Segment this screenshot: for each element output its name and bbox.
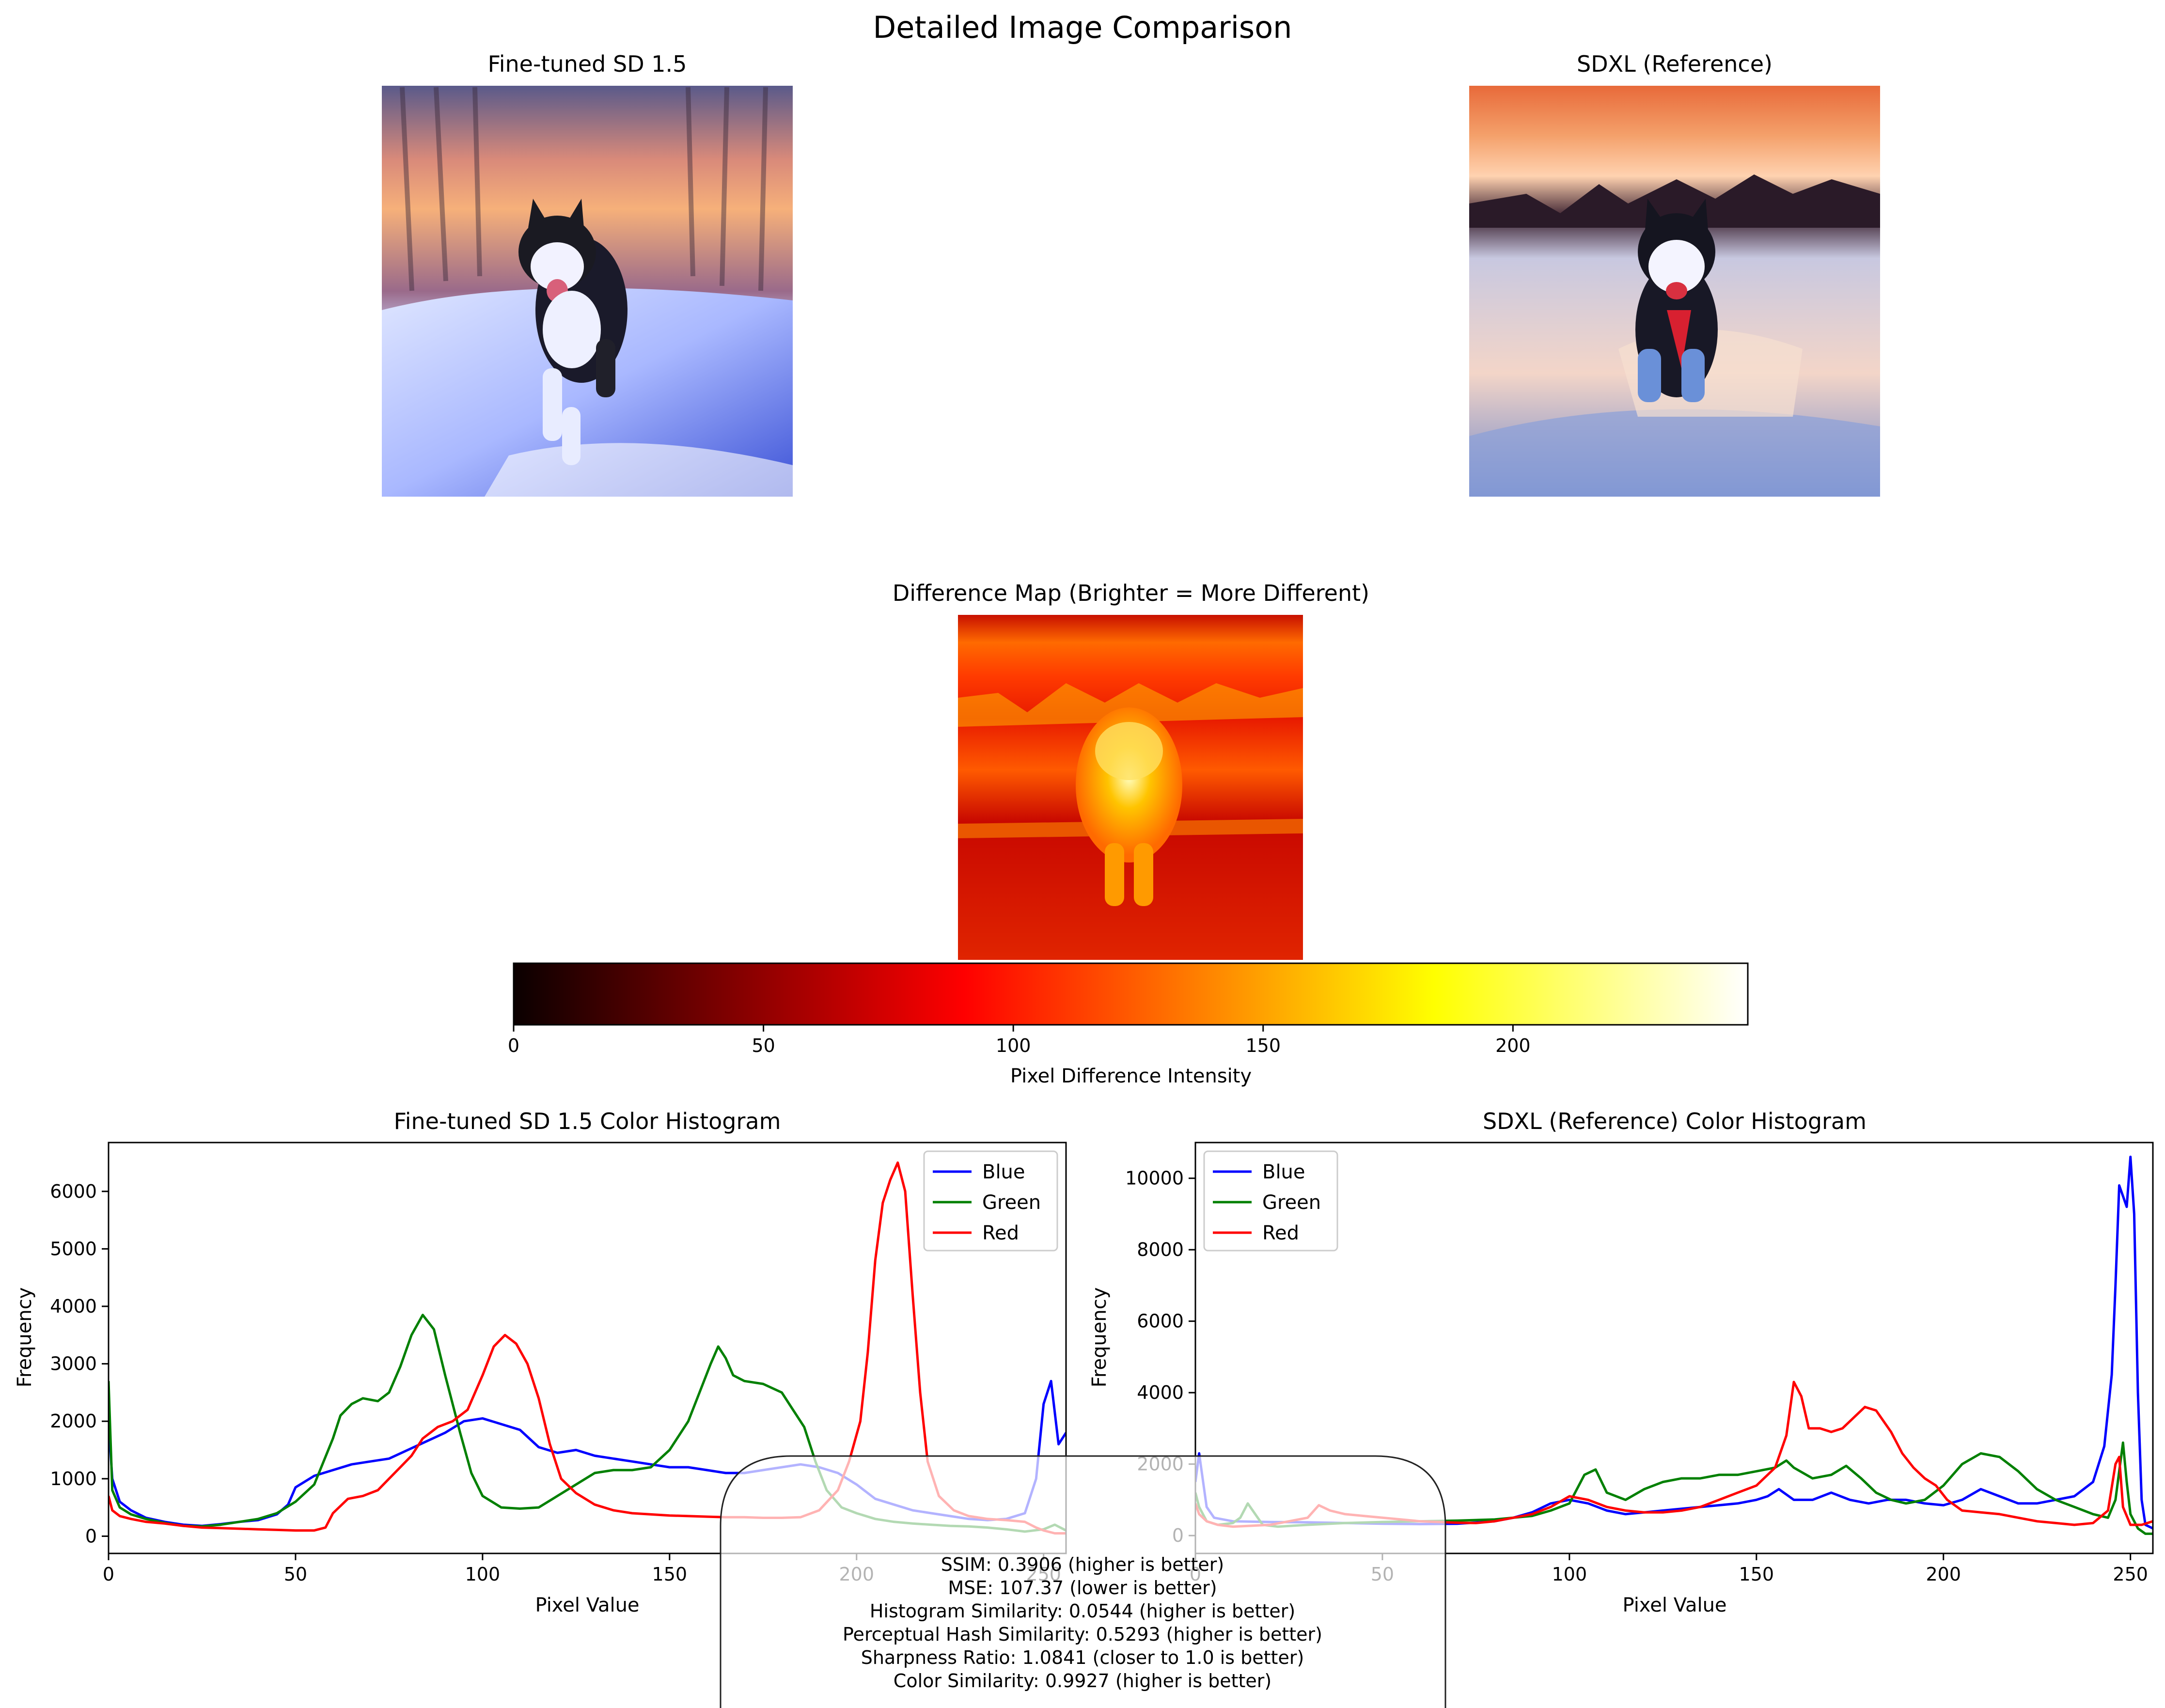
legend-box (923, 1150, 1058, 1252)
y-tick-label: 8000 (1137, 1239, 1184, 1260)
x-tick-label: 0 (103, 1564, 114, 1585)
colorbar-ticks: 0 50 100 150 200 (508, 1025, 1531, 1056)
histogram-fine-tuned-xlabel: Pixel Value (535, 1594, 639, 1616)
x-tick-label: 250 (2113, 1564, 2148, 1585)
x-tick-label: 50 (284, 1564, 307, 1585)
metric-line: SSIM: 0.3906 (higher is better) (941, 1554, 1224, 1575)
legend-label: Blue (1262, 1161, 1305, 1183)
histogram-sdxl-xlabel: Pixel Value (1622, 1594, 1726, 1616)
histogram-sdxl-ylabel: Frequency (1088, 1287, 1111, 1388)
metrics-panel: SSIM: 0.3906 (higher is better)MSE: 107.… (720, 1455, 1446, 1708)
plot-frame (108, 1142, 1067, 1554)
metric-line: Histogram Similarity: 0.0544 (higher is … (870, 1600, 1295, 1622)
histogram-fine-tuned-title: Fine-tuned SD 1.5 Color Histogram (394, 1108, 781, 1134)
metric-line: MSE: 107.37 (lower is better) (948, 1577, 1217, 1598)
colorbar-gradient (513, 962, 1749, 1026)
metrics-panel-frame (720, 1455, 1446, 1708)
y-tick-label: 5000 (50, 1238, 97, 1259)
legend-label: Blue (982, 1161, 1025, 1183)
metric-line: Color Similarity: 0.9927 (higher is bett… (894, 1670, 1271, 1692)
colorbar-tick-label: 100 (996, 1035, 1031, 1056)
difference-map-image (958, 615, 1303, 960)
metric-line: Sharpness Ratio: 1.0841 (closer to 1.0 i… (861, 1647, 1304, 1668)
histogram-sdxl-title: SDXL (Reference) Color Histogram (1483, 1108, 1867, 1134)
x-tick-label: 200 (1926, 1564, 1961, 1585)
plot-frame (1194, 1142, 2154, 1554)
colorbar-tick-label: 50 (752, 1035, 775, 1056)
sdxl-husky-image (1469, 86, 1880, 497)
series-line-red (109, 1161, 1066, 1535)
y-tick-label: 6000 (50, 1181, 97, 1202)
y-tick-label: 3000 (50, 1353, 97, 1375)
metrics-text: SSIM: 0.3906 (higher is better)MSE: 107.… (843, 1554, 1322, 1692)
legend: Blue Green Red (1203, 1150, 1338, 1252)
y-tick-label: 1000 (50, 1468, 97, 1489)
left-image-title: Fine-tuned SD 1.5 (488, 51, 687, 77)
y-tick-label: 2000 (50, 1410, 97, 1432)
colorbar: 0 50 100 150 200 Pixel Difference Intensity (508, 962, 1749, 1087)
histogram-fine-tuned-ylabel: Frequency (14, 1287, 36, 1388)
legend-box (1203, 1150, 1338, 1252)
x-tick-label: 100 (465, 1564, 501, 1585)
legend-label: Red (1262, 1222, 1299, 1244)
legend: Blue Green Red (923, 1150, 1058, 1252)
figure-title: Detailed Image Comparison (873, 10, 1292, 45)
difference-map-title: Difference Map (Brighter = More Differen… (893, 580, 1369, 606)
right-image-title: SDXL (Reference) (1577, 51, 1773, 77)
x-tick-label: 100 (1552, 1564, 1587, 1585)
colorbar-tick-label: 150 (1245, 1035, 1281, 1056)
y-tick-label: 10000 (1125, 1168, 1184, 1189)
x-tick-label: 150 (652, 1564, 688, 1585)
y-tick-label: 6000 (1137, 1311, 1184, 1332)
x-tick-label: 150 (1739, 1564, 1774, 1585)
colorbar-label: Pixel Difference Intensity (1010, 1065, 1252, 1087)
legend-label: Green (1262, 1191, 1321, 1214)
colorbar-tick-label: 0 (508, 1035, 519, 1056)
y-tick-label: 4000 (50, 1296, 97, 1317)
legend-label: Red (982, 1222, 1019, 1244)
y-tick-label: 4000 (1137, 1382, 1184, 1403)
y-tick-label: 0 (85, 1525, 97, 1547)
metric-line: Perceptual Hash Similarity: 0.5293 (high… (843, 1624, 1322, 1645)
colorbar-tick-label: 200 (1495, 1035, 1531, 1056)
legend-label: Green (982, 1191, 1041, 1214)
fine-tuned-husky-image (382, 86, 793, 497)
